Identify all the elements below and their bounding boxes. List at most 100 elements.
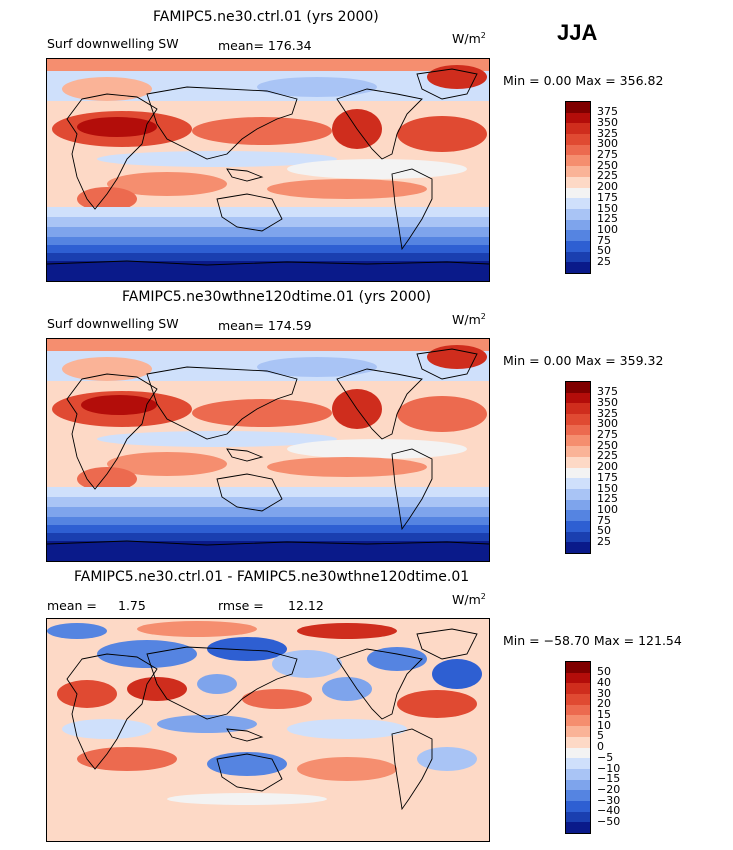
panel-2-coastlines [47,348,489,546]
panel-3-colorbar-tick-label: 15 [597,708,611,721]
panel-1-mean: mean= 176.34 [218,38,312,53]
panel-1-field [47,59,489,281]
panel-2-colorbar-swatch [566,456,590,468]
panel-3-colorbar-tick-label: 10 [597,718,611,732]
panel-3-colorbar-tick-label: 0 [597,740,604,754]
panel-1-colorbar-swatch [566,230,590,241]
panel-3-colorbar-swatch [566,736,590,748]
panel-2-colorbar-tick-label: 25 [597,535,611,548]
panel-2-map-svg [47,339,489,561]
panel-2-colorbar-swatch [566,446,590,457]
panel-3-map [46,618,490,842]
panel-3-colorbar-swatch [566,683,590,695]
panel-3-title: FAMIPC5.ne30.ctrl.01 - FAMIPC5.ne30wthne… [74,569,470,585]
panel-1-colorbar-tick-label: 75 [597,233,611,247]
panel-1-colorbar-tick-label: 375 [597,105,618,119]
panel-3-colorbar-tick-label: −40 [597,804,621,818]
panel-3-colorbar-tick-label: −15 [597,772,621,786]
panel-2-colorbar-tick-label: 75 [597,513,611,527]
panel-1-colorbar-swatch [566,134,590,145]
panel-1-variable: Surf downwelling SW [47,36,179,51]
panel-1-coastlines [47,68,489,266]
panel-2-colorbar-tick-label: 125 [597,492,618,506]
panel-2-colorbar-swatch [566,435,590,447]
panel-1-colorbar-tick-label: 175 [597,190,618,204]
panel-3-colorbar-tick-label: −50 [597,815,621,828]
panel-1-min-max: Min = 0.00 Max = 356.82 [503,73,664,88]
panel-1-colorbar [565,101,591,274]
panel-3-mean-label: mean = [47,598,97,613]
panel-3-map-svg [47,619,489,841]
panel-3-rmse-label: rmse = [218,598,264,613]
panel-1-colorbar-tick-label: 200 [597,180,618,194]
panel-1-colorbar-tick-label: 300 [597,137,618,151]
panel-2-title: FAMIPC5.ne30wthne120dtime.01 (yrs 2000) [122,289,432,305]
panel-3-colorbar-swatch [566,704,590,716]
panel-1-colorbar-swatch [566,208,590,220]
panel-3-colorbar-swatch [566,747,590,759]
panel-2-colorbar-swatch [566,403,590,415]
panel-1-colorbar-swatch [566,123,590,135]
panel-2-colorbar-tick-label: 200 [597,460,618,474]
panel-1-title: FAMIPC5.ne30.ctrl.01 (yrs 2000) [153,9,379,25]
panel-1-colorbar-tick-label: 25 [597,255,611,268]
panel-2-colorbar-swatch [566,488,590,500]
panel-1-colorbar-tick-label: 150 [597,201,618,215]
panel-2-colorbar-swatch [566,382,590,393]
panel-3-colorbar-tick-label: 40 [597,675,611,689]
panel-2-colorbar-tick-label: 250 [597,438,618,452]
panel-2-colorbar-tick-label: 150 [597,481,618,495]
panel-2-colorbar-swatch [566,499,590,511]
panel-1-colorbar-swatch [566,166,590,177]
panel-1-colorbar-tick-label: 125 [597,212,618,226]
panel-3-colorbar-swatch [566,790,590,801]
panel-3-colorbar [565,661,591,834]
panel-2-colorbar-swatch [566,510,590,521]
panel-2-min-max: Min = 0.00 Max = 359.32 [503,353,664,368]
season-label: JJA [557,20,598,45]
panel-2-colorbar-tick-label: 300 [597,417,618,431]
panel-2-colorbar-tick-label: 50 [597,524,611,538]
panel-1-map [46,58,490,282]
panel-1-colorbar-tick-label: 350 [597,115,618,129]
panel-1-colorbar-tick-label: 100 [597,222,618,236]
panel-1-colorbar-swatch [566,176,590,188]
panel-2-colorbar-swatch [566,531,590,543]
panel-2-mean: mean= 174.59 [218,318,312,333]
panel-1-colorbar-tick-label: 325 [597,126,618,140]
panel-1-colorbar-tick-label: 275 [597,148,618,161]
panel-1-colorbar-swatch [566,102,590,113]
panel-2-colorbar-tick-label: 175 [597,470,618,484]
panel-3-min-max: Min = −58.70 Max = 121.54 [503,633,682,648]
panel-3-coastlines [66,628,478,811]
panel-3-colorbar-swatch [566,672,590,684]
panel-3-colorbar-swatch [566,822,590,833]
panel-1-colorbar-swatch [566,262,590,273]
panel-3-colorbar-swatch [566,800,590,812]
panel-2-colorbar-tick-label: 275 [597,428,618,441]
panel-2-colorbar-swatch [566,467,590,479]
panel-3-colorbar-swatch [566,726,590,737]
panel-3-colorbar-tick-label: −30 [597,793,621,807]
panel-1-colorbar-swatch [566,112,590,124]
panel-2-map [46,338,490,562]
panel-3-colorbar-tick-label: 20 [597,697,611,711]
panel-3-colorbar-swatch [566,662,590,673]
panel-1-colorbar-tick-label: 225 [597,169,618,183]
panel-3-colorbar-swatch [566,715,590,727]
panel-2-variable: Surf downwelling SW [47,316,179,331]
panel-2-colorbar-swatch [566,542,590,553]
panel-1-colorbar-tick-label: 250 [597,158,618,172]
panel-3-colorbar-swatch [566,758,590,769]
panel-1-colorbar-swatch [566,144,590,156]
panel-2-colorbar-swatch [566,424,590,436]
panel-2-colorbar-swatch [566,520,590,532]
panel-1-colorbar-swatch [566,240,590,252]
panel-1-colorbar-swatch [566,155,590,167]
panel-3-colorbar-swatch [566,811,590,823]
panel-2-colorbar-swatch [566,414,590,425]
panel-3-colorbar-swatch [566,694,590,705]
panel-2-colorbar-swatch [566,392,590,404]
panel-1-colorbar-swatch [566,219,590,231]
panel-2-colorbar-tick-label: 225 [597,449,618,463]
